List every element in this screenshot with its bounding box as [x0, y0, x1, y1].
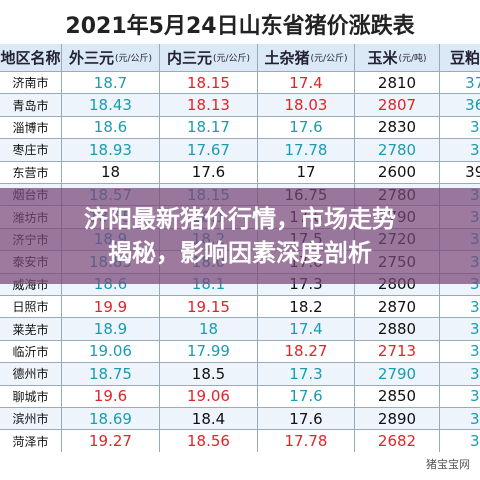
price-cell: 17.78 — [258, 139, 355, 162]
header-unit: (元/公斤) — [114, 54, 153, 64]
title: 2021年5月24日山东省猪价涨跌表 — [65, 14, 415, 39]
price-cell: 17.6 — [258, 408, 355, 431]
region-name: 莱芜市 — [0, 318, 62, 341]
price-cell: 17.6 — [160, 161, 258, 184]
price-cell: 399 — [440, 162, 480, 184]
price-cell: 2870 — [355, 296, 440, 319]
price-cell: 36 — [440, 341, 480, 364]
header-cell: 外三元 (元/公斤) — [62, 44, 160, 72]
price-cell: 18.6 — [62, 116, 160, 140]
price-cell: 18.9 — [62, 318, 160, 341]
region-name: 聊城市 — [0, 385, 62, 408]
price-cell: 36 — [440, 296, 480, 319]
price-cell: 37 — [440, 386, 480, 408]
header-name: 地区名称 — [0, 49, 61, 67]
price-cell: 37 — [440, 139, 480, 162]
region-name: 滨州市 — [0, 408, 62, 431]
price-cell: 17.6 — [258, 385, 355, 408]
price-cell: 370 — [440, 72, 480, 95]
price-cell: 17.3 — [258, 363, 355, 386]
price-cell: 18.17 — [160, 116, 258, 140]
price-cell: 19.6 — [62, 385, 160, 408]
header-cell: 内三元 (元/公斤) — [160, 44, 258, 72]
region-name: 淄博市 — [0, 116, 62, 140]
price-cell: 18.2 — [258, 296, 355, 319]
price-cell: 17 — [258, 161, 355, 184]
header-unit: (元/吨) — [398, 54, 427, 64]
region-name: 枣庄市 — [0, 139, 62, 162]
price-cell: 18.69 — [62, 408, 160, 431]
price-cell: 18.93 — [62, 139, 160, 162]
price-cell: 2780 — [355, 139, 440, 162]
region-name: 青岛市 — [0, 94, 62, 117]
header-unit: (元/公斤) — [212, 54, 251, 64]
price-cell: 17.4 — [258, 318, 355, 341]
header-cell: 豆粕(元/吨) — [440, 44, 480, 72]
price-cell: 18.56 — [160, 430, 258, 452]
header-name: 内三元 — [166, 49, 212, 67]
price-cell: 17.6 — [258, 116, 355, 140]
price-cell: 18.75 — [62, 363, 160, 386]
price-cell: 17.67 — [160, 139, 258, 162]
watermark: 猪宝宝网 — [426, 458, 470, 471]
region-name: 菏泽市 — [0, 430, 62, 452]
header-unit: (元/公斤) — [310, 54, 348, 64]
price-cell: 18.5 — [160, 363, 258, 386]
price-cell: 19.15 — [160, 296, 258, 319]
price-cell: 2810 — [355, 72, 440, 95]
price-cell: 18.15 — [160, 72, 258, 95]
price-cell: 19.27 — [62, 430, 160, 452]
price-cell: 18 — [160, 318, 258, 341]
price-cell: 19.9 — [62, 296, 160, 319]
price-cell: 2880 — [355, 318, 440, 341]
price-cell: 2807 — [355, 94, 440, 117]
header-cell: 土杂猪 (元/公斤) — [258, 44, 355, 72]
price-cell: 37 — [440, 117, 480, 140]
price-cell: 18.7 — [62, 72, 160, 95]
price-cell: 19.06 — [62, 340, 160, 364]
overlay-banner: 济阳最新猪价行情，市场走势 揭秘，影响因素深度剖析 — [0, 188, 480, 284]
price-cell: 2790 — [355, 363, 440, 386]
header-name: 玉米 — [367, 49, 398, 67]
header-cell: 玉米 (元/吨) — [355, 44, 440, 72]
price-cell: 17.99 — [160, 340, 258, 364]
region-name: 德州市 — [0, 363, 62, 386]
price-cell: 17.78 — [258, 430, 355, 452]
region-name: 日照市 — [0, 296, 62, 319]
price-cell: 18.27 — [258, 340, 355, 364]
price-cell: 19.06 — [160, 385, 258, 408]
price-cell: 17.4 — [258, 72, 355, 95]
overlay-line: 济阳最新猪价行情，市场走势 — [84, 205, 396, 233]
price-cell: 18 — [62, 161, 160, 184]
price-cell: 37 — [440, 363, 480, 386]
header-name: 土杂猪 — [264, 49, 310, 67]
region-name: 临沂市 — [0, 340, 62, 364]
price-cell: 364 — [440, 94, 480, 117]
price-cell: 36 — [440, 408, 480, 431]
price-cell: 37 — [440, 318, 480, 341]
price-cell: 18.13 — [160, 94, 258, 117]
region-name: 东营市 — [0, 161, 62, 184]
price-cell: 2830 — [355, 116, 440, 140]
price-cell: 18.4 — [160, 408, 258, 431]
header-name: 豆粕 — [449, 49, 480, 67]
region-name: 济南市 — [0, 72, 62, 95]
price-cell: 2682 — [355, 430, 440, 452]
price-cell: 2713 — [355, 340, 440, 364]
overlay-line: 揭秘，影响因素深度剖析 — [108, 239, 372, 267]
price-cell: 36 — [440, 430, 480, 452]
price-cell: 2890 — [355, 408, 440, 431]
price-cell: 18.03 — [258, 94, 355, 117]
header-cell: 地区名称 — [0, 44, 62, 72]
price-cell: 2850 — [355, 385, 440, 408]
price-cell: 18.43 — [62, 94, 160, 117]
price-cell: 2600 — [355, 161, 440, 184]
header-name: 外三元 — [68, 49, 114, 67]
